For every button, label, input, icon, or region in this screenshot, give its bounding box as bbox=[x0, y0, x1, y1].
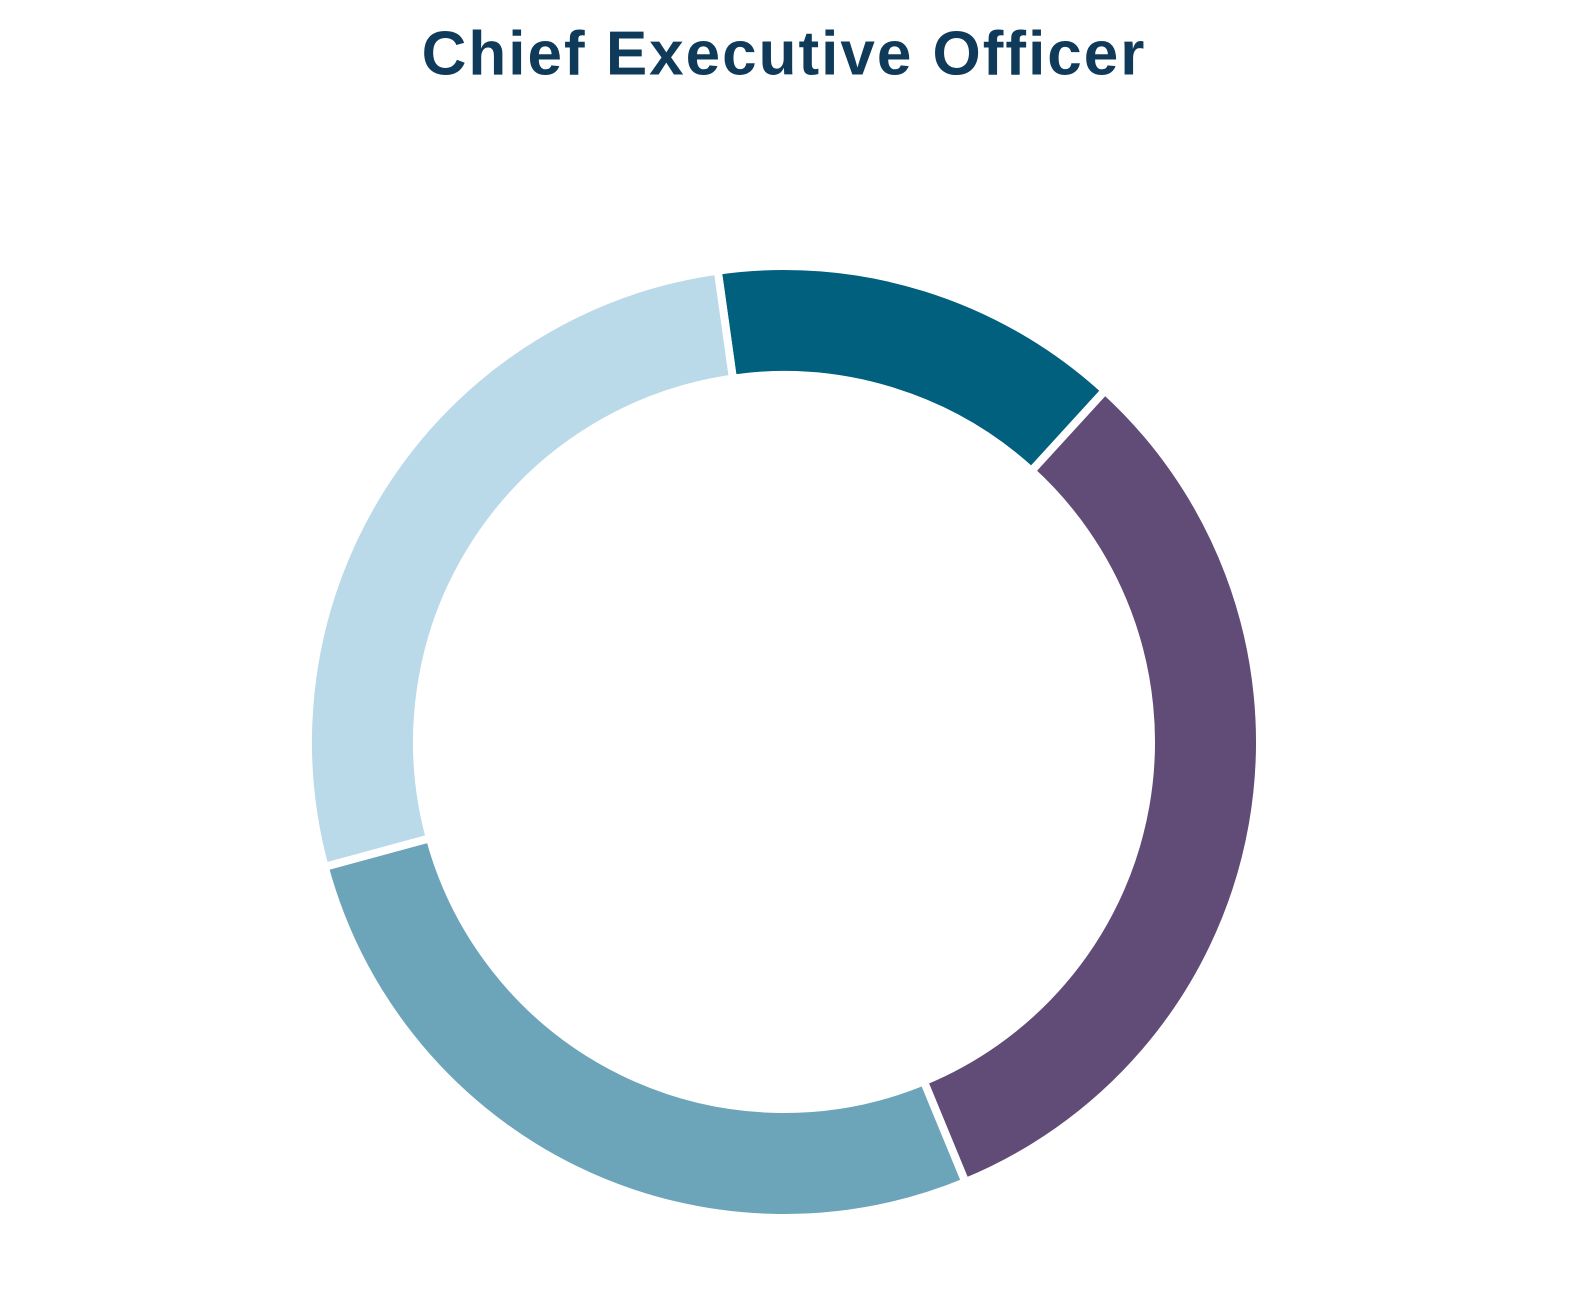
donut bbox=[304, 262, 1264, 1222]
donut-segment bbox=[713, 262, 1111, 477]
donut-segment bbox=[319, 833, 971, 1222]
chart-title: Chief Executive Officer bbox=[422, 19, 1147, 88]
donut-segment bbox=[918, 384, 1264, 1188]
donut-segment bbox=[304, 266, 738, 872]
